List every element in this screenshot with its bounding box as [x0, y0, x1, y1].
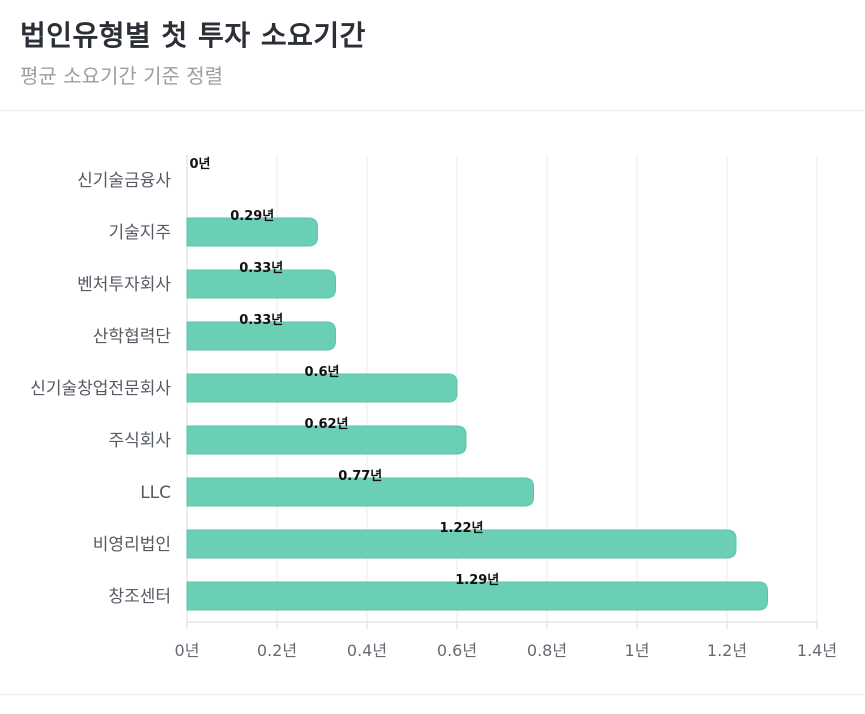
category-label: LLC [140, 483, 171, 503]
bar[interactable] [186, 477, 534, 507]
x-tick-label: 0년 [175, 641, 200, 660]
chart-subtitle: 평균 소요기간 기준 정렬 [20, 64, 224, 88]
data-label: 0.29년 [230, 209, 274, 224]
chart-title: 법인유형별 첫 투자 소요기간 [20, 19, 366, 52]
bar[interactable] [186, 581, 768, 611]
bar[interactable] [186, 529, 737, 559]
x-tick-label: 0.2년 [257, 641, 297, 660]
data-labels: 0년 0.29년 0.33년 0.33년 0.6년 0.62년 0.77년 1.22년 1.29… [189, 157, 499, 588]
chart-header: 법인유형별 첫 투자 소요기간 평균 소요기간 기준 정렬 [0, 0, 865, 111]
category-label: 창조센터 [108, 587, 171, 607]
data-label: 0.62년 [304, 417, 348, 432]
x-tick-label: 1.4년 [797, 641, 837, 660]
category-label: 벤처투자회사 [77, 275, 171, 295]
data-label: 0.33년 [239, 313, 283, 328]
data-label: 1.29년 [455, 573, 499, 588]
category-label: 주식회사 [108, 431, 171, 451]
bar[interactable] [186, 321, 336, 351]
category-label: 비영리법인 [93, 535, 171, 555]
data-label: 0.77년 [338, 469, 382, 484]
bars [186, 217, 768, 611]
bar[interactable] [186, 217, 318, 247]
bar[interactable] [186, 425, 467, 455]
x-axis-ticks: 0년 0.2년 0.4년 0.6년 0.8년 1년 1.2년 1.4년 [175, 621, 837, 660]
x-tick-label: 1.2년 [707, 641, 747, 660]
footer-divider [0, 694, 865, 695]
data-label: 1.22년 [439, 521, 483, 536]
data-label: 0.6년 [305, 365, 340, 380]
category-label: 산학협력단 [93, 327, 172, 347]
x-tick-label: 1년 [625, 641, 650, 660]
x-tick-label: 0.6년 [437, 641, 477, 660]
data-label: 0년 [189, 157, 210, 172]
data-label: 0.33년 [239, 261, 283, 276]
x-tick-label: 0.4년 [347, 641, 387, 660]
x-tick-label: 0.8년 [527, 641, 567, 660]
category-label: 신기술금융사 [77, 171, 171, 191]
bar[interactable] [186, 373, 458, 403]
bar[interactable] [186, 269, 336, 299]
category-label: 기술지주 [108, 223, 171, 243]
category-label: 신기술창업전문회사 [30, 379, 171, 399]
